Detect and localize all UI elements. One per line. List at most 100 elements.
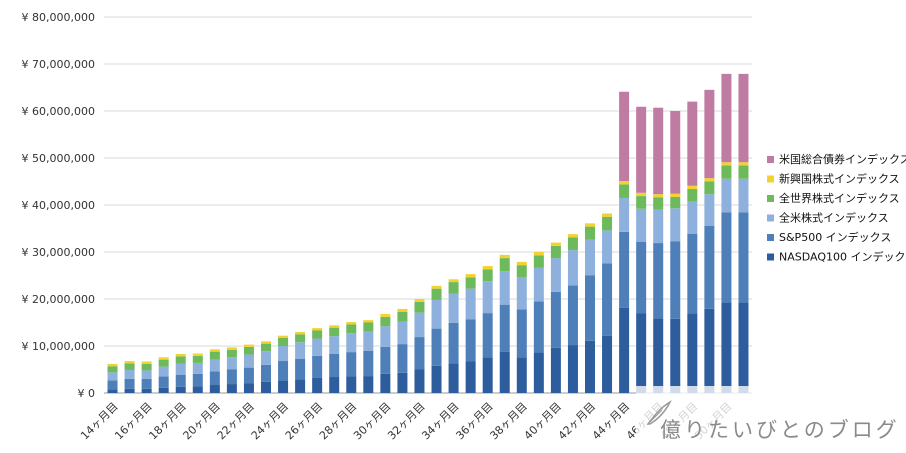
bar-segment [192,373,203,387]
bar-segment [670,193,681,198]
bar-segment [687,101,698,186]
bar-segment [124,363,135,370]
bar-segment [346,376,357,393]
legend-entry: 新興国株式インデックス [767,172,900,186]
bar-segment [209,359,220,372]
bar-segment [312,355,323,378]
bar-stack [465,274,476,393]
bar-segment [482,266,493,270]
bar-segment [329,353,340,378]
bar-segment [602,230,613,264]
bar-segment [448,279,459,283]
bar-segment [363,331,374,351]
bar-segment [431,328,442,366]
bar-segment [261,341,271,344]
bar-stack [636,106,647,393]
bar-stack [585,223,595,393]
bar-segment [380,314,391,317]
bar-segment [312,338,323,356]
bar-stack [516,261,527,393]
bar-segment [312,377,323,393]
bar-segment [619,231,630,308]
bar-segment [516,357,527,393]
bar-segment [158,387,169,393]
bar-segment [175,363,186,375]
bar-segment [619,91,630,182]
bars [107,73,749,393]
bar-stack [499,254,510,393]
bar-segment [670,241,681,319]
bar-segment [414,337,425,370]
bar-segment [124,369,135,379]
bar-segment [602,335,613,393]
bar-segment [636,196,647,209]
bar-stack [619,91,630,393]
watermark-backdrop [636,386,906,453]
legend-label: NASDAQ100 インデックス [779,250,906,264]
bar-segment [175,386,186,393]
bar-segment [243,344,254,347]
bar-segment [397,372,408,393]
bar-segment [704,225,715,309]
bar-segment [414,369,425,393]
bar-segment [397,344,408,373]
bar-stack [687,101,698,393]
bar-segment [567,345,578,393]
bar-segment [278,335,289,339]
bar-segment [329,377,340,393]
bar-segment [295,331,306,335]
bar-segment [414,301,425,313]
bar-segment [175,374,186,387]
bar-stack [295,331,306,393]
bar-segment [533,267,544,302]
bar-segment [533,255,544,268]
bar-segment [533,252,544,256]
bar-segment [209,351,220,360]
y-tick-label: ¥ 80,000,000 [22,11,95,24]
bar-segment [397,321,408,345]
bar-segment [107,389,118,393]
bar-segment [312,328,323,331]
bar-stack [431,285,442,393]
bar-segment [158,357,169,360]
bar-segment [261,364,271,382]
bar-segment [209,371,220,386]
bar-segment [585,275,595,341]
bar-segment [653,194,664,198]
bar-stack [363,320,374,393]
bar-segment [141,378,152,389]
legend-label: 新興国株式インデックス [779,172,900,186]
bar-segment [653,318,664,393]
bar-segment [226,384,237,393]
y-tick-label: ¥ 20,000,000 [22,293,95,306]
bar-segment [619,181,630,185]
bar-segment [636,208,647,242]
y-tick-label: ¥ 10,000,000 [22,340,95,353]
legend-label: S&P500 インデックス [779,230,891,244]
legend-entry: 全米株式インデックス [767,211,889,225]
bar-segment [567,250,578,286]
bar-stack [278,335,289,393]
bar-segment [346,352,357,377]
bar-stack [329,325,340,393]
bar-segment [704,89,715,179]
bar-stack [738,73,749,393]
bar-segment [465,361,476,393]
bar-segment [636,313,647,393]
bar-segment [346,322,357,325]
bar-segment [721,73,732,163]
bar-segment [226,347,237,350]
legend-swatch [767,214,774,222]
bar-segment [363,350,374,377]
bar-segment [431,288,442,300]
bar-segment [295,379,306,393]
legend-entry: 全世界株式インデックス [767,191,900,205]
bar-segment [124,378,135,389]
bar-segment [704,178,715,182]
bar-segment [550,258,561,292]
bar-stack [721,73,732,393]
bar-segment [721,212,732,303]
bar-segment [482,313,493,358]
bar-segment [653,197,664,210]
bar-segment [550,242,561,246]
